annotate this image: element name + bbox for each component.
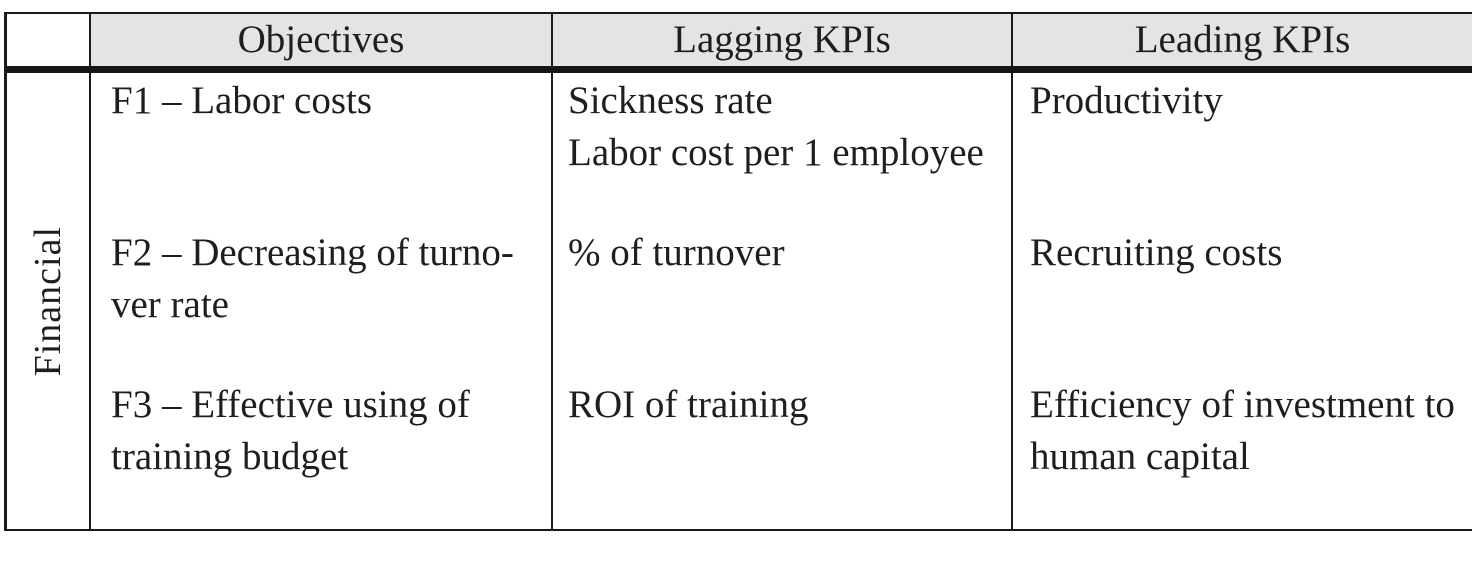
perspective-label: Financial [27, 225, 69, 377]
objective-f3: F3 – Effective using of training budget [111, 379, 545, 529]
objectives-column-cell: F1 – Labor costs F2 – Decreasing of turn… [91, 73, 553, 529]
cell-line: F3 – Effective using of [111, 383, 470, 426]
header-corner-cell [7, 14, 91, 66]
lagging-kpi-f2: % of turnover [568, 227, 1005, 379]
cell-line: Efficiency of investment to [1030, 383, 1455, 426]
objective-f2: F2 – Decreasing of turno- ver rate [111, 227, 545, 379]
perspective-cell: Financial [7, 73, 91, 529]
cell-line: Labor cost per 1 employee [568, 131, 984, 174]
cell-line: F2 – Decreasing of turno- [111, 231, 514, 274]
leading-kpi-f3: Efficiency of investment to human capita… [1030, 379, 1466, 529]
cell-line: Sickness rate [568, 79, 773, 122]
table-body-row: Financial F1 – Labor costs F2 – Decreasi… [7, 73, 1472, 529]
cell-line: % of turnover [568, 231, 785, 274]
header-cell-objectives: Objectives [91, 14, 553, 66]
cell-line: training budget [111, 435, 349, 478]
lagging-kpi-f1: Sickness rate Labor cost per 1 employee [568, 75, 1005, 227]
lagging-kpis-column-cell: Sickness rate Labor cost per 1 employee … [553, 73, 1013, 529]
cell-line: ROI of training [568, 383, 809, 426]
lagging-kpi-f3: ROI of training [568, 379, 1005, 529]
cell-line: Recruiting costs [1030, 231, 1283, 274]
header-cell-lagging-kpis: Lagging KPIs [553, 14, 1013, 66]
cell-line: F1 – Labor costs [111, 79, 373, 122]
kpi-scorecard-table: Objectives Lagging KPIs Leading KPIs Fin… [4, 12, 1472, 531]
leading-kpis-column-cell: Productivity Recruiting costs Efficiency… [1013, 73, 1472, 529]
cell-line: human capital [1030, 435, 1250, 478]
objective-f1: F1 – Labor costs [111, 75, 545, 227]
leading-kpi-f1: Productivity [1030, 75, 1466, 227]
header-cell-leading-kpis: Leading KPIs [1013, 14, 1472, 66]
cell-line: Productivity [1030, 79, 1223, 122]
leading-kpi-f2: Recruiting costs [1030, 227, 1466, 379]
cell-line: ver rate [111, 283, 229, 326]
table-header-row: Objectives Lagging KPIs Leading KPIs [7, 14, 1472, 73]
